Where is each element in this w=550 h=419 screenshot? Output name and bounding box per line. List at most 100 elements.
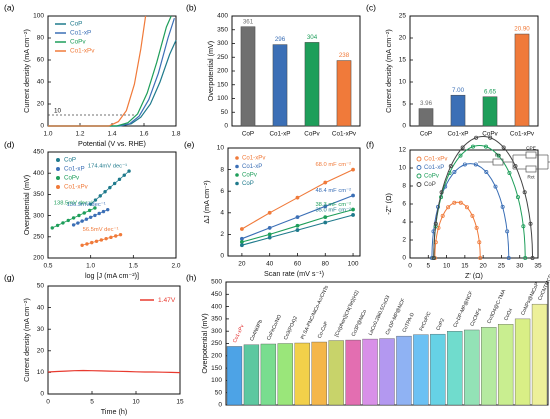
y-tick-label: 2	[220, 231, 224, 238]
legend-label: Co1-xPv	[424, 156, 448, 163]
x-tick-label: 80	[322, 261, 330, 268]
data-point	[460, 145, 465, 150]
data-point	[267, 235, 272, 240]
y-axis-label: Current density (mA cm⁻²)	[22, 29, 31, 113]
y-tick-label: 400	[33, 170, 44, 177]
data-point	[506, 255, 511, 260]
x-tick-label: 5	[90, 399, 94, 406]
data-point	[473, 162, 478, 167]
data-label: 3.96	[420, 100, 433, 107]
bar	[379, 338, 395, 406]
data-point	[496, 153, 501, 158]
data-point	[433, 221, 438, 226]
y-tick-label: 0	[402, 255, 406, 262]
x-tick-label: 30	[516, 263, 524, 270]
data-point	[507, 170, 512, 175]
y-tick-label: 15	[399, 57, 407, 64]
x-tick-label: 15	[461, 263, 469, 270]
y-tick-label: 10	[399, 165, 407, 172]
data-point	[351, 167, 355, 172]
bar	[418, 108, 434, 127]
bar	[396, 335, 412, 406]
x-axis-label: log [J (mA cm⁻²)]	[85, 271, 139, 280]
y-tick-label: 6	[402, 201, 406, 208]
y-tick-label: 80	[37, 35, 45, 42]
x-tick-label: 1.4	[107, 131, 116, 138]
x-axis-label: Potential (V vs. RHE)	[78, 139, 146, 148]
x-tick-label: 40	[266, 261, 274, 268]
legend-label: CoP	[424, 181, 436, 188]
legend-label: Co1-xP	[242, 163, 262, 170]
data-label: 20.90	[514, 26, 530, 33]
panel-g-letter: (g)	[4, 272, 15, 282]
data-point	[522, 190, 527, 195]
x-tick-label: 1.2	[75, 131, 84, 138]
y-tick-label: 300	[33, 212, 44, 219]
data-label: 304	[307, 34, 318, 41]
data-point	[530, 255, 535, 260]
y-tick-label: 0	[402, 123, 406, 130]
y-tick-label: 0	[40, 123, 44, 130]
slope-label: 174.4mV dec⁻¹	[88, 164, 127, 170]
bar	[482, 96, 498, 127]
x-tick-label: 2.0	[171, 263, 180, 270]
fit-line	[82, 234, 121, 246]
legend-marker	[56, 167, 60, 171]
data-point	[470, 213, 475, 218]
data-point	[295, 195, 300, 200]
legend-label: Co1-xP	[424, 164, 444, 171]
bar	[497, 324, 514, 406]
fit-line	[52, 207, 96, 229]
x-axis-label: Z' (Ω)	[465, 271, 483, 280]
legend-label: Co1-xP	[64, 166, 85, 173]
reference-label: 10	[54, 108, 62, 115]
data-point	[323, 204, 328, 209]
legend-marker	[416, 182, 422, 187]
slope-label: 35.0 mF cm⁻²	[315, 207, 351, 213]
bar	[304, 42, 320, 127]
y-tick-label: 20	[37, 348, 45, 355]
legend-marker	[56, 185, 60, 189]
y-tick-label: 60	[37, 57, 45, 64]
legend-marker	[235, 173, 239, 177]
legend-label: CoPv	[70, 39, 86, 46]
data-point	[351, 213, 355, 217]
series-line	[47, 369, 181, 374]
category-label: CoPv	[482, 131, 498, 138]
data-point	[488, 135, 493, 140]
x-tick-label: 25	[498, 263, 506, 270]
fit-line	[73, 209, 108, 226]
legend-label: Co1-xPv	[70, 48, 95, 55]
category-label: Co1-xP	[448, 131, 469, 138]
y-tick-label: 100	[211, 377, 222, 384]
data-point	[500, 204, 505, 209]
bar	[328, 340, 344, 406]
data-point	[239, 227, 244, 231]
y-tick-label: 250	[33, 234, 44, 241]
data-point	[528, 221, 533, 226]
series-line	[48, 15, 172, 127]
bar	[514, 318, 531, 406]
category-label: CoP	[242, 131, 254, 138]
category-label: CoPv	[304, 131, 320, 138]
legend-label: Co1-xPv	[242, 155, 266, 162]
bar	[481, 327, 497, 406]
category-label: CoOx	[503, 307, 514, 322]
y-tick-label: 40	[37, 79, 45, 86]
data-point	[483, 144, 488, 149]
panel-h: (h) 0 50 100 150 200 250 300 350 400 450 500 Overpot…	[186, 272, 550, 408]
data-point	[267, 226, 272, 230]
legend-marker	[416, 165, 422, 170]
figure-root: (a)1.0 1.2 1.4 1.6 1.8020406080100Potential …	[4, 2, 550, 416]
x-tick-label: 1.5	[129, 263, 138, 270]
panel-c-letter: (c)	[366, 2, 376, 12]
y-tick-label: 300	[211, 328, 222, 335]
y-tick-label: 0	[40, 391, 44, 398]
data-label: 361	[243, 18, 254, 25]
panel-e: (e) 20 40 60 80 100 0 2 4 6 8 10 Scan rate (mV s⁻¹) Δ…	[184, 139, 361, 278]
data-point	[452, 200, 457, 205]
data-point	[521, 224, 526, 229]
series-line	[48, 15, 147, 127]
x-tick-label: 20	[480, 263, 488, 270]
panel-d-letter: (d)	[4, 139, 15, 149]
